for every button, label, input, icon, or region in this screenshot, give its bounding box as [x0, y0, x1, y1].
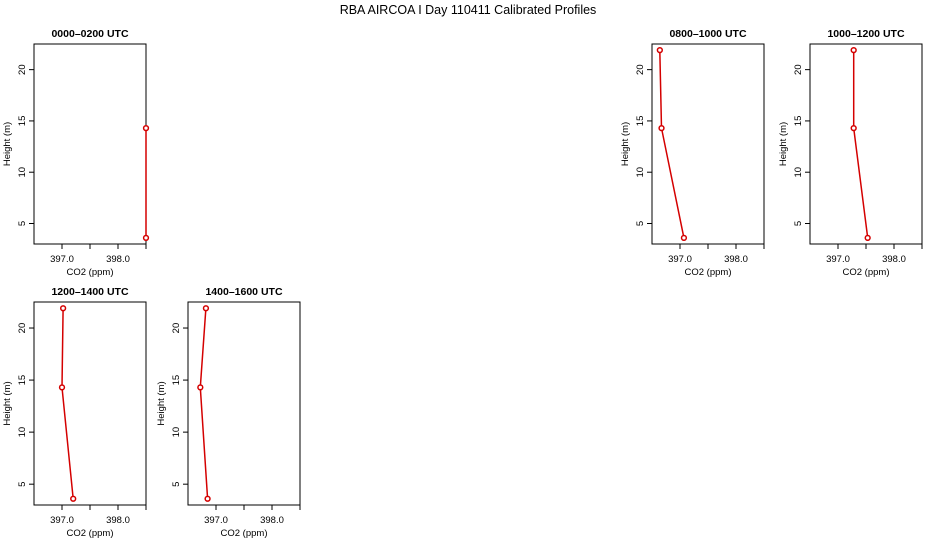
- profile-point: [58, 384, 66, 391]
- x-axis-label: CO2 (ppm): [67, 528, 114, 539]
- y-tick-label: 5: [17, 482, 28, 487]
- profile-line: [659, 50, 685, 238]
- x-tick-label: 398.0: [882, 254, 906, 265]
- y-tick-label: 5: [635, 221, 646, 226]
- profile-point: [202, 305, 210, 312]
- profile-point: [658, 124, 665, 132]
- x-tick-label: 397.0: [50, 515, 74, 526]
- profile-point: [656, 47, 663, 54]
- plot-frame: [33, 43, 147, 245]
- y-tick-label: 20: [17, 64, 28, 75]
- x-tick-label: 397.0: [204, 515, 228, 526]
- x-axis-label: CO2 (ppm): [685, 267, 732, 278]
- profile-line: [61, 308, 74, 499]
- y-tick-label: 5: [17, 221, 28, 226]
- panel-2: 0800–1000 UTC 397.0 398.0 CO2 (ppm) 5 10 15 20 H…: [620, 28, 765, 278]
- y-tick-label: 10: [635, 167, 646, 178]
- plot-frame: [809, 43, 923, 245]
- profile-point: [680, 234, 688, 241]
- plot-frame: [33, 301, 147, 506]
- panel-1: 0000–0200 UTC 397.0 398.0 CO2 (ppm) 5 10 15 20 H…: [2, 28, 150, 278]
- x-tick-label: 397.0: [826, 254, 850, 265]
- y-tick-label: 20: [171, 323, 182, 334]
- y-tick-label: 15: [17, 116, 28, 127]
- x-tick-label: 398.0: [106, 515, 130, 526]
- x-tick-label: 398.0: [724, 254, 748, 265]
- panel-title: 1400–1600 UTC: [205, 286, 282, 298]
- panel-title: 0800–1000 UTC: [669, 28, 746, 40]
- y-tick-label: 10: [171, 427, 182, 438]
- profile-point: [59, 305, 67, 312]
- y-axis-label: Height (m): [620, 122, 631, 166]
- y-tick-label: 5: [793, 221, 804, 226]
- profile-point: [70, 495, 77, 502]
- panel-3: 1000–1200 UTC 397.0 398.0 CO2 (ppm) 5 10 15 20 H…: [778, 28, 923, 278]
- panel-title: 1200–1400 UTC: [51, 286, 128, 298]
- y-tick-label: 20: [17, 323, 28, 334]
- profile-point: [197, 384, 204, 391]
- profile-point: [142, 124, 150, 132]
- plot-frame: [651, 43, 765, 245]
- panel-5: 1400–1600 UTC 397.0 398.0 CO2 (ppm) 5 10 15 20 H…: [156, 286, 301, 539]
- x-tick-label: 398.0: [260, 515, 284, 526]
- x-tick-label: 397.0: [50, 254, 74, 265]
- y-tick-label: 15: [171, 375, 182, 386]
- x-axis-label: CO2 (ppm): [67, 267, 114, 278]
- profile-point: [850, 47, 857, 54]
- panel-title: 1000–1200 UTC: [827, 28, 904, 40]
- profile-point: [850, 124, 857, 132]
- y-tick-label: 15: [793, 116, 804, 127]
- x-tick-label: 398.0: [106, 254, 130, 265]
- y-axis-label: Height (m): [156, 381, 167, 425]
- figure-title: RBA AIRCOA I Day 110411 Calibrated Profi…: [340, 3, 597, 17]
- profile-line: [199, 308, 209, 499]
- panel-title: 0000–0200 UTC: [51, 28, 128, 40]
- panel-4: 1200–1400 UTC 397.0 398.0 CO2 (ppm) 5 10 15 20 H…: [2, 286, 147, 539]
- y-axis-label: Height (m): [2, 381, 13, 425]
- y-tick-label: 5: [171, 482, 182, 487]
- profile-line: [852, 50, 869, 238]
- profile-point: [142, 234, 150, 241]
- profile-point: [204, 495, 211, 502]
- y-tick-label: 10: [793, 167, 804, 178]
- x-axis-label: CO2 (ppm): [221, 528, 268, 539]
- x-tick-label: 397.0: [668, 254, 692, 265]
- y-axis-label: Height (m): [2, 122, 13, 166]
- y-tick-label: 20: [635, 64, 646, 75]
- y-tick-label: 10: [17, 167, 28, 178]
- y-tick-label: 10: [17, 427, 28, 438]
- y-tick-label: 15: [635, 116, 646, 127]
- y-axis-label: Height (m): [778, 122, 789, 166]
- profile-point: [864, 234, 871, 241]
- x-axis-label: CO2 (ppm): [843, 267, 890, 278]
- y-tick-label: 15: [17, 375, 28, 386]
- y-tick-label: 20: [793, 64, 804, 75]
